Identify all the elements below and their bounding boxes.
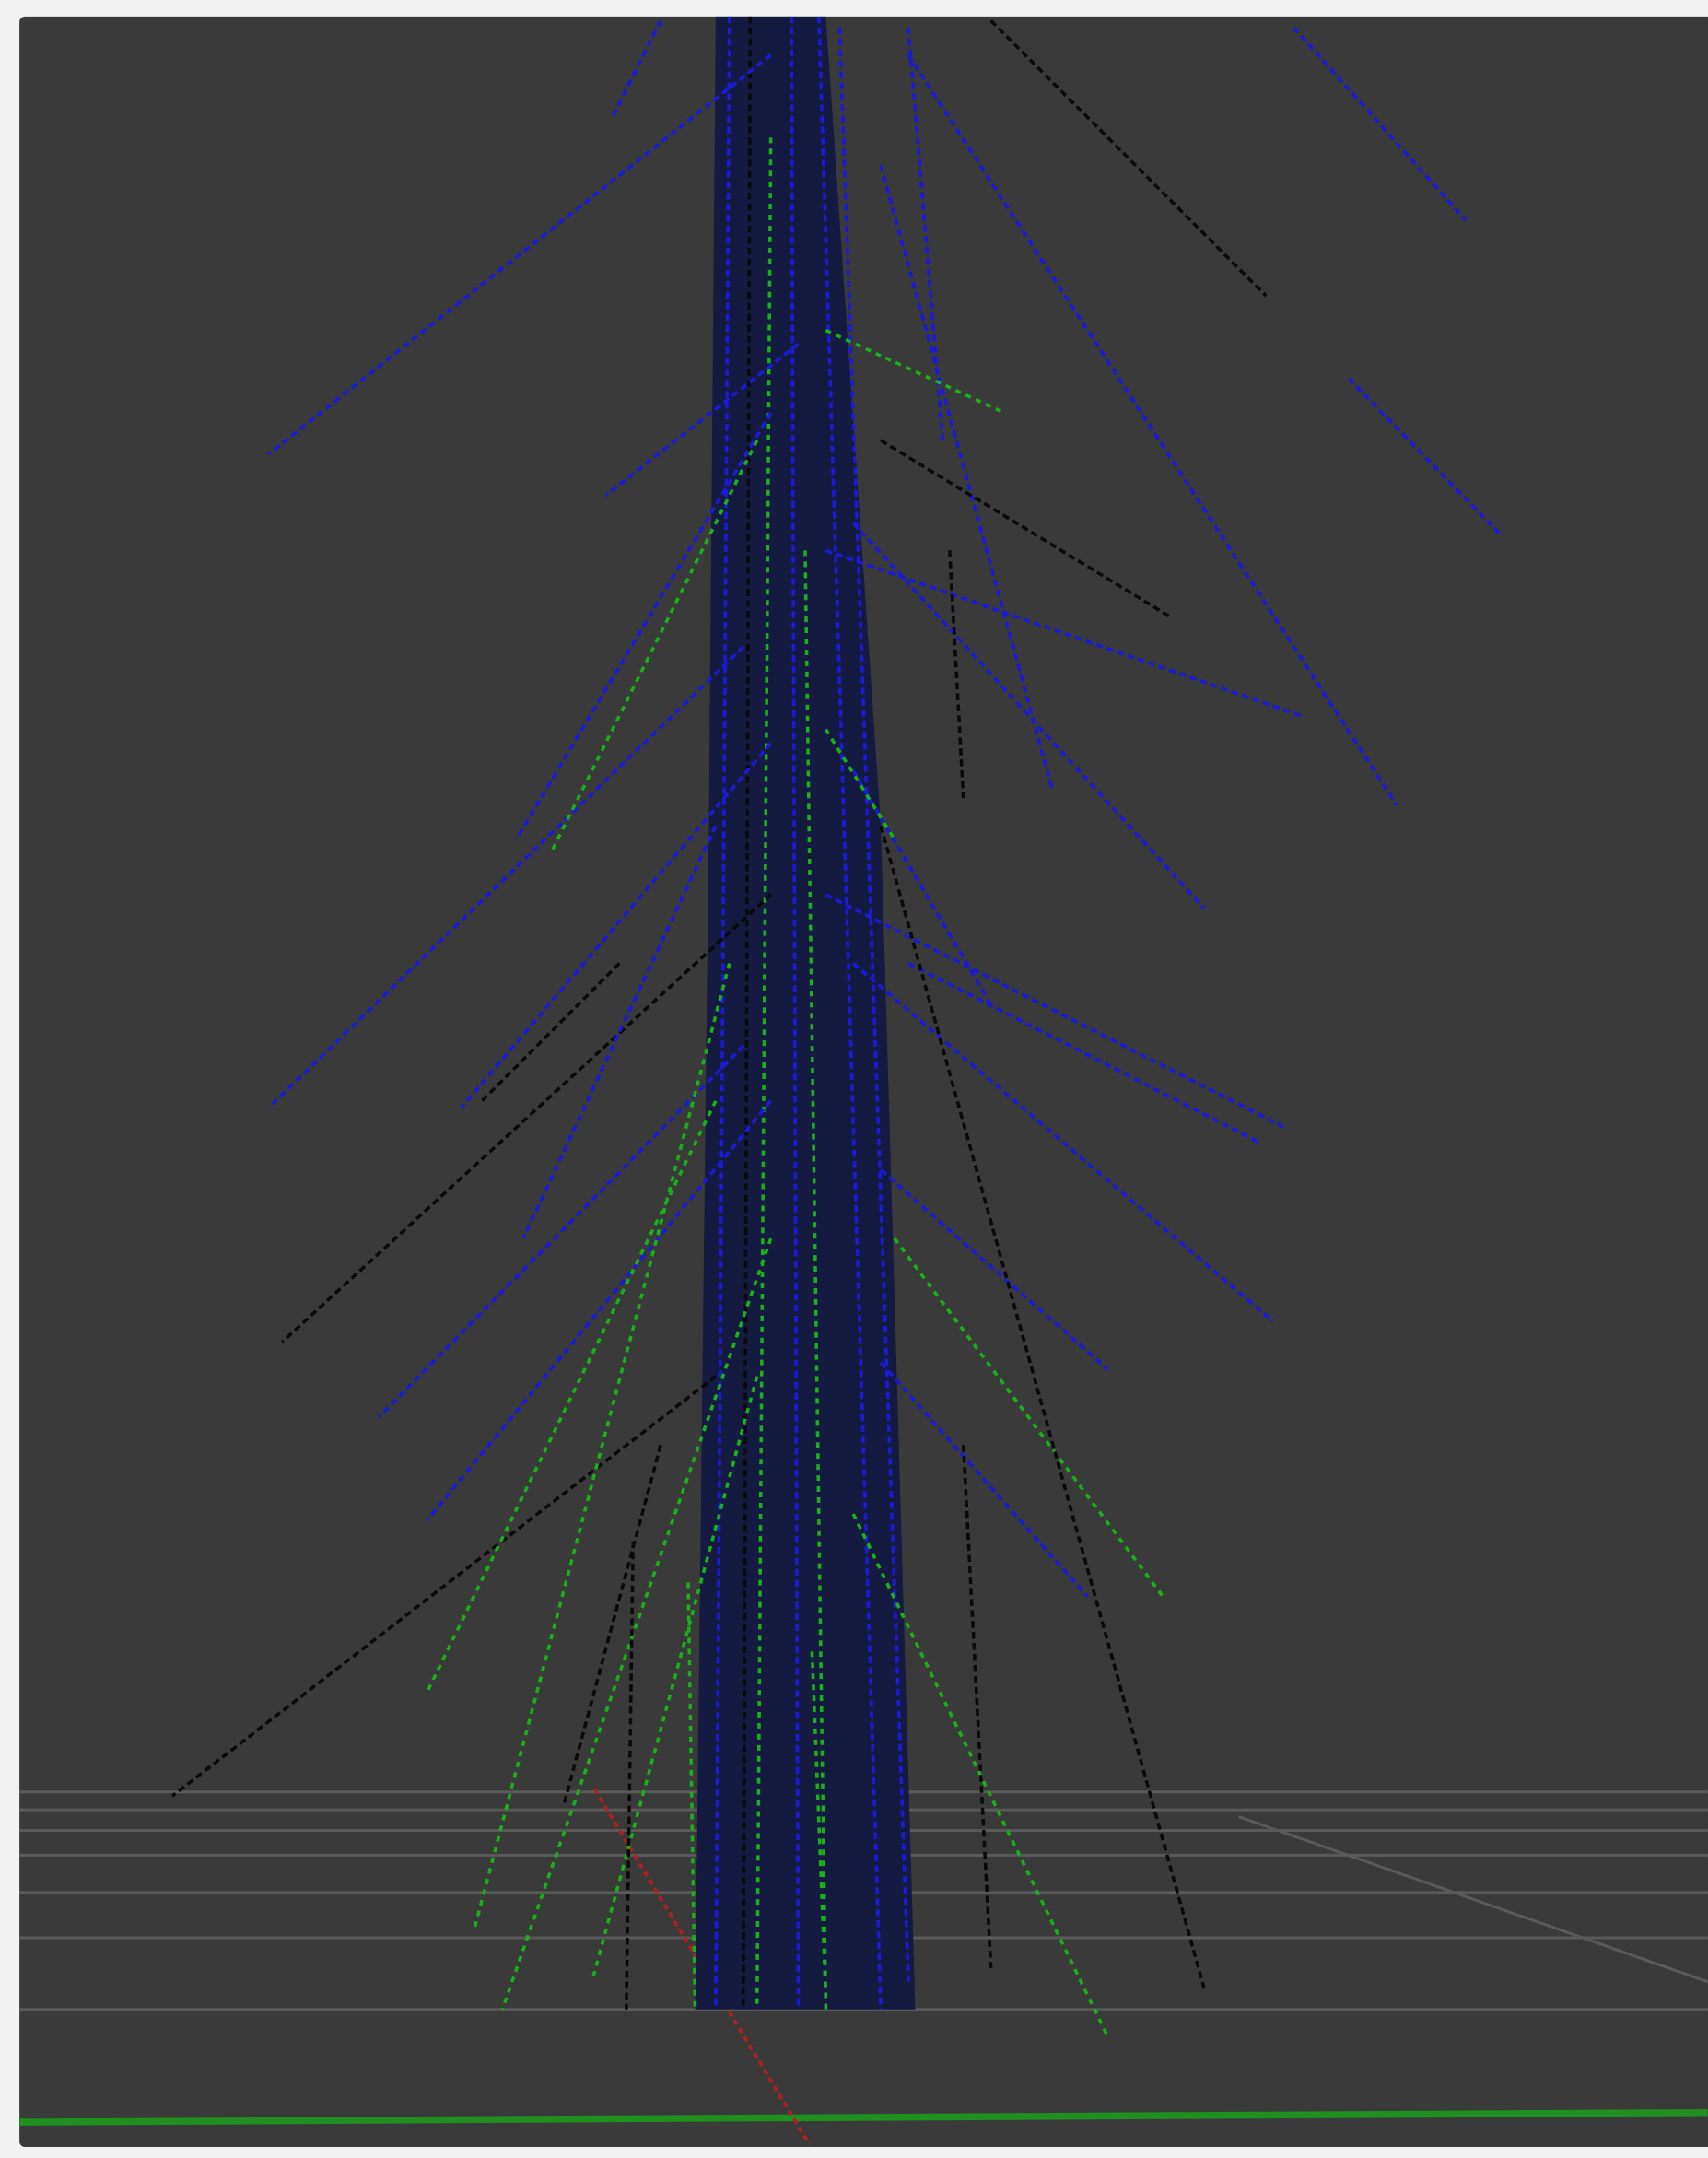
branch xyxy=(425,1099,773,1522)
branch xyxy=(741,16,753,2010)
branch xyxy=(755,137,773,2010)
branch xyxy=(810,1651,828,1996)
tree-trunk xyxy=(686,16,916,2010)
branch xyxy=(625,1541,636,2010)
branch xyxy=(907,53,1398,806)
branch xyxy=(837,27,910,1982)
branch xyxy=(714,16,731,2010)
branch xyxy=(460,742,773,1109)
branch xyxy=(1292,26,1468,222)
tree-branches xyxy=(170,19,1502,2038)
branch xyxy=(611,19,662,118)
branch xyxy=(500,1237,773,2011)
branch xyxy=(879,164,1055,792)
branch xyxy=(851,522,1206,909)
grid-line xyxy=(1237,1815,1708,1984)
branch xyxy=(817,16,883,2010)
branch xyxy=(803,550,828,2010)
branch xyxy=(562,1444,662,1804)
branch xyxy=(377,1044,745,1419)
branch xyxy=(281,893,772,1343)
branch xyxy=(879,1361,1089,1598)
branch xyxy=(521,825,718,1240)
branch xyxy=(851,769,993,1006)
branch xyxy=(989,19,1268,298)
x-axis-line xyxy=(19,2108,1708,2126)
branch xyxy=(790,16,801,2010)
branch xyxy=(473,963,731,1928)
branch xyxy=(852,962,1274,1323)
branch xyxy=(825,548,1302,718)
branch xyxy=(1347,377,1502,535)
branch xyxy=(267,53,772,456)
branch xyxy=(893,1237,1164,1598)
trunk-core xyxy=(695,16,916,2010)
branch xyxy=(907,27,945,441)
branch xyxy=(514,412,773,841)
branch xyxy=(825,893,1288,1131)
branch xyxy=(604,342,800,498)
branch xyxy=(686,1582,697,2010)
branch xyxy=(879,825,1206,1989)
branch xyxy=(170,1375,717,1798)
branch xyxy=(948,550,965,799)
branch xyxy=(267,645,745,1109)
branch xyxy=(880,439,1171,618)
branch xyxy=(879,1168,1109,1371)
